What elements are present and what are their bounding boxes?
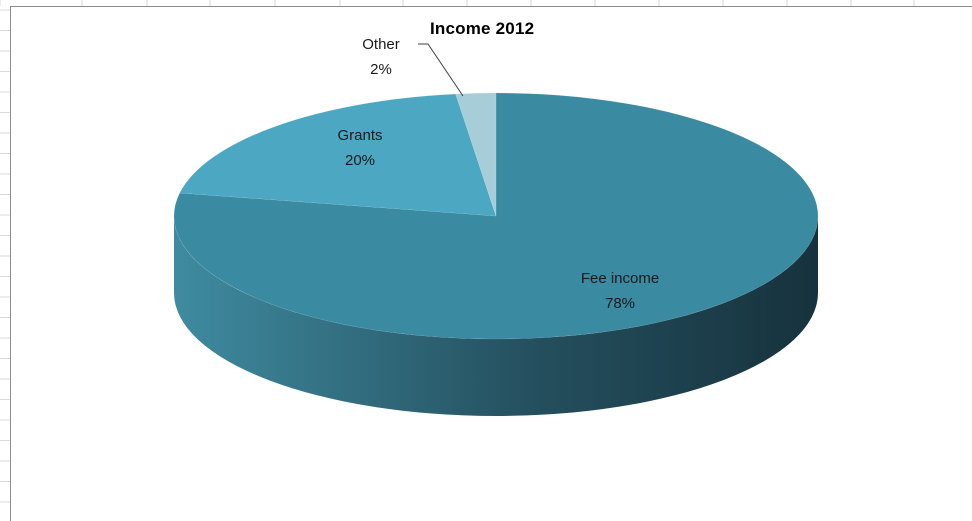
pie-slice-grants[interactable] (179, 93, 497, 217)
chart-title: Income 2012 (430, 19, 535, 38)
pie-slice-fee-income[interactable] (173, 92, 819, 340)
slice-percent-other: 2% (370, 61, 392, 78)
slice-label-fee-income: Fee income (581, 270, 659, 287)
pie-slice-other[interactable] (455, 92, 497, 217)
slice-percent-fee-income: 78% (605, 295, 635, 312)
slice-label-other: Other (362, 36, 400, 53)
leader-line-other (418, 43, 464, 97)
pie-side-wall (174, 216, 818, 416)
slice-percent-grants: 20% (345, 152, 375, 169)
slice-label-grants: Grants (337, 127, 382, 144)
